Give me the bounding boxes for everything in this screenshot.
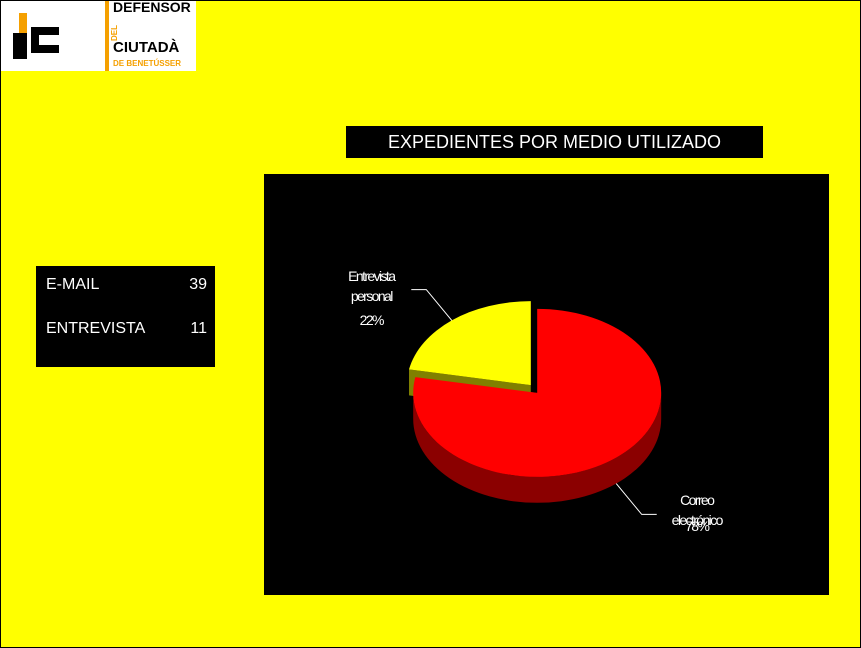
slice-value-label: 22% xyxy=(359,311,385,328)
cell: ENTREVISTA xyxy=(46,320,146,337)
table-row: ENTREVISTA 11 xyxy=(46,320,207,338)
slice-value-label: 78% xyxy=(685,518,710,535)
logo-cut xyxy=(39,35,59,45)
logo-text: CIUTADÀ xyxy=(113,39,180,56)
logo-text: DE BENETÚSSER xyxy=(113,59,182,68)
cell: E-MAIL xyxy=(46,276,100,293)
pie-slice-side xyxy=(413,392,662,503)
pie-slice xyxy=(413,308,662,477)
slice-label: Entrevista personal xyxy=(348,267,396,304)
leader-line xyxy=(411,289,453,321)
logo-block xyxy=(13,33,27,59)
pie-slice xyxy=(409,301,531,386)
logo: DEFENSOR DEL CIUTADÀ DE BENETÚSSER xyxy=(1,0,196,71)
data-table: E-MAIL 39 ENTREVISTA 11 xyxy=(36,266,215,367)
chart-title: EXPEDIENTES POR MEDIO UTILIZADO xyxy=(346,126,763,158)
slice-label: Correo electrónico xyxy=(671,492,724,529)
leader-line xyxy=(615,483,657,515)
cell: 11 xyxy=(190,320,207,337)
table-row: E-MAIL 39 xyxy=(46,276,207,294)
logo-divider xyxy=(105,1,109,71)
logo-bar xyxy=(19,13,27,37)
cell: 39 xyxy=(189,276,207,293)
logo-text: DEFENSOR xyxy=(113,0,191,15)
